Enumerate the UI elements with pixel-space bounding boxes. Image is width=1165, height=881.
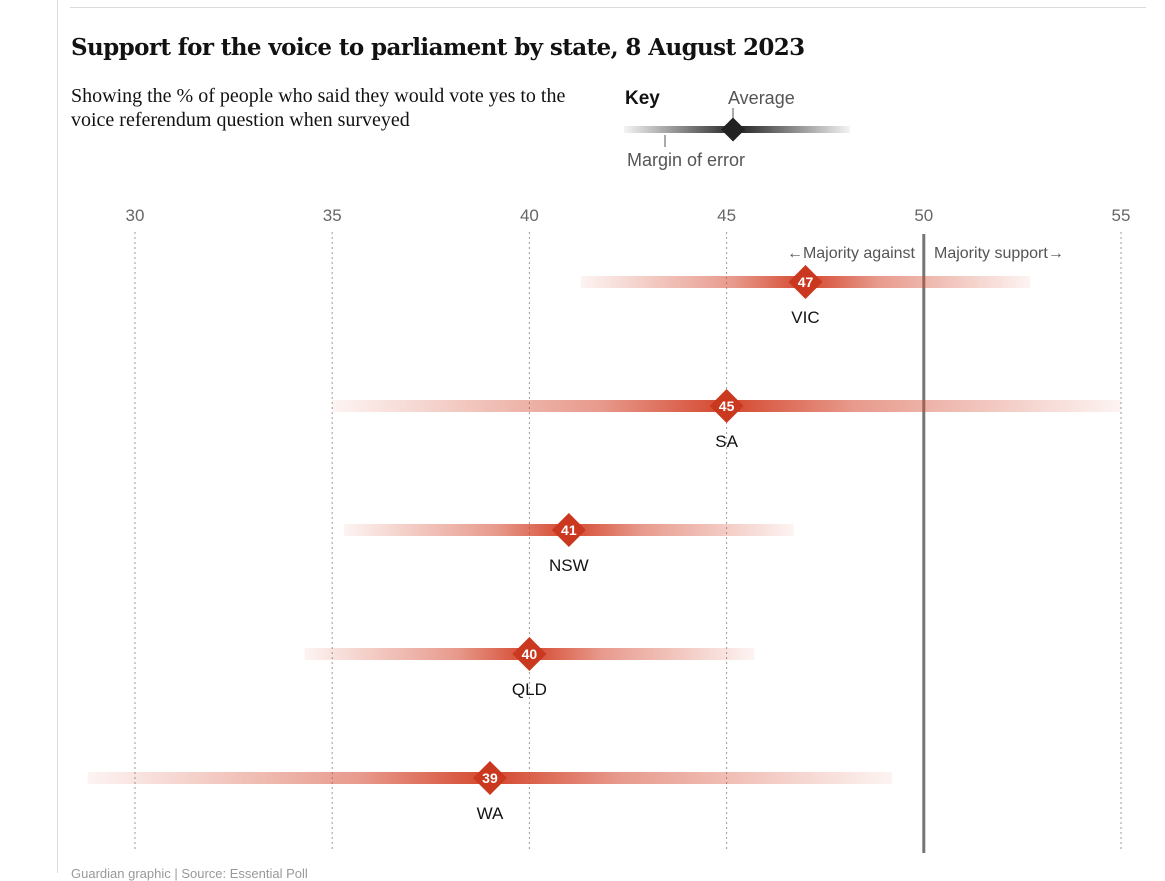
average-marker: [512, 637, 547, 671]
frame-top-border: [70, 7, 1146, 8]
gridlines: [134, 232, 1122, 852]
x-tick-label: 45: [717, 206, 736, 225]
x-tick-label: 55: [1112, 206, 1131, 225]
average-value-label: 39: [482, 770, 498, 786]
average-value-label: 40: [522, 646, 538, 662]
source-footer: Guardian graphic | Source: Essential Pol…: [71, 866, 308, 881]
state-name-label: VIC: [791, 308, 819, 327]
state-name-label: WA: [477, 804, 504, 823]
average-value-label: 45: [719, 398, 735, 414]
state-row-nsw: 41 NSW: [344, 513, 794, 575]
average-marker: [788, 265, 823, 299]
average-marker: [551, 513, 586, 547]
average-marker: [472, 761, 507, 795]
average-value-label: 47: [798, 274, 814, 290]
state-row-wa: 39 WA: [87, 761, 893, 823]
legend-heading: Key: [625, 88, 660, 109]
state-row-vic: 47 VIC: [580, 265, 1031, 327]
x-axis-ticks: 30 35 40 45 50 55: [126, 206, 1131, 225]
chart-title: Support for the voice to parliament by s…: [71, 34, 805, 61]
state-row-qld: 40 QLD: [304, 637, 755, 699]
average-value-label: 41: [561, 522, 577, 538]
state-row-sa: 45 SA: [332, 389, 1121, 451]
state-name-label: SA: [715, 432, 738, 451]
state-name-label: QLD: [512, 680, 547, 699]
chart-subtitle: Showing the % of people who said they wo…: [71, 85, 566, 131]
legend-margin-label: Margin of error: [627, 150, 745, 170]
legend-average-marker: [720, 117, 746, 142]
x-tick-label: 40: [520, 206, 539, 225]
x-tick-label: 50: [914, 206, 933, 225]
state-name-label: NSW: [549, 556, 589, 575]
state-rows: 47 VIC 45 SA 41 NSW 40 QLD 39 WA: [87, 265, 1121, 823]
frame-left-border: [57, 0, 58, 873]
average-marker: [709, 389, 744, 423]
annotation-majority-against: ←Majority against: [787, 245, 916, 262]
annotation-majority-support: Majority support→: [934, 245, 1064, 262]
legend-average-label: Average: [728, 88, 795, 108]
x-tick-label: 30: [126, 206, 145, 225]
x-tick-label: 35: [323, 206, 342, 225]
legend: Key Average Margin of error: [624, 88, 850, 170]
majority-threshold: ←Majority against Majority support→: [787, 234, 1064, 853]
